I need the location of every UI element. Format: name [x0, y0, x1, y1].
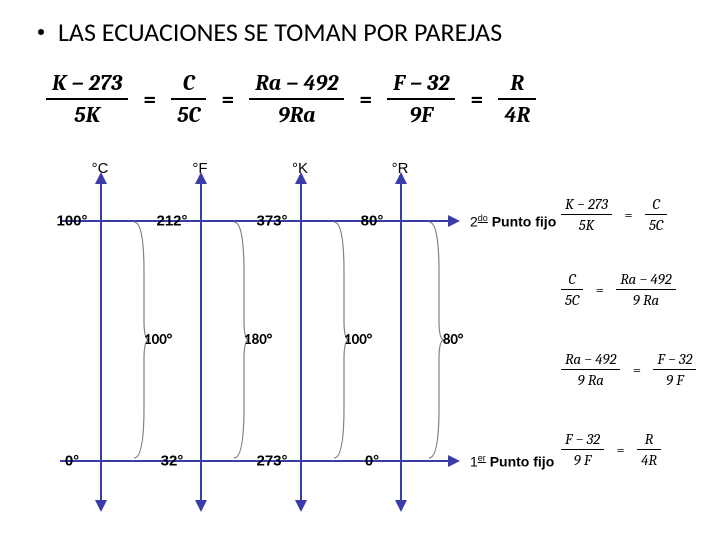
page-title: LAS ECUACIONES SE TOMAN POR PAREJAS — [38, 16, 502, 48]
title-text: LAS ECUACIONES SE TOMAN POR PAREJAS — [58, 16, 502, 48]
equals-3: = — [359, 86, 372, 112]
bottom-fixed-line — [60, 460, 450, 462]
pair-eq-1-equals: = — [596, 281, 604, 299]
thermometer-diagram: °C100°0°°F212°32°°K373°273°°R80°0° 100° … — [30, 160, 510, 530]
main-equation: K − 273 5K = C 5C = Ra − 492 9Ra = F − 3… — [40, 70, 542, 128]
pair-eq-1-rhs: Ra − 4929 Ra — [616, 270, 675, 309]
equals-2: = — [221, 86, 234, 112]
fraction-1: K − 273 5K — [46, 70, 128, 128]
interval-value-1: 180° — [244, 331, 272, 349]
bullet-icon — [38, 29, 44, 35]
pair-eq-3-equals: = — [616, 441, 624, 459]
pair-equation-3: F − 329 F = R4R — [555, 430, 667, 469]
bottom-value-2: 273° — [256, 453, 287, 470]
top-value-2: 373° — [256, 213, 287, 230]
scale-axis-1 — [200, 182, 202, 502]
top-fixed-line — [60, 220, 450, 222]
equals-1: = — [143, 86, 156, 112]
bottom-value-1: 32° — [161, 453, 184, 470]
top-value-3: 80° — [361, 213, 384, 230]
first-fixed-point-label: 1er Punto fijo — [470, 453, 554, 470]
scale-axis-0 — [100, 182, 102, 502]
fraction-3: Ra − 492 9Ra — [249, 70, 344, 128]
pair-eq-1-lhs: C5C — [561, 270, 583, 309]
pair-eq-0-lhs: K − 2735K — [561, 195, 612, 234]
pair-eq-3-lhs: F − 329 F — [561, 430, 604, 469]
pair-eq-2-lhs: Ra − 4929 Ra — [561, 350, 620, 389]
pair-eq-3-rhs: R4R — [637, 430, 661, 469]
pair-eq-2-equals: = — [633, 361, 641, 379]
scale-axis-2 — [300, 182, 302, 502]
interval-value-3: 80° — [443, 331, 463, 349]
pair-equation-0: K − 2735K = C5C — [555, 195, 673, 234]
pair-eq-0-rhs: C5C — [645, 195, 667, 234]
pair-eq-0-equals: = — [624, 206, 632, 224]
interval-value-0: 100° — [144, 331, 172, 349]
pair-equation-1: C5C = Ra − 4929 Ra — [555, 270, 682, 309]
fraction-4: F − 32 9F — [387, 70, 455, 128]
scale-axis-3 — [400, 182, 402, 502]
equals-4: = — [470, 86, 483, 112]
bottom-value-3: 0° — [365, 453, 379, 470]
pair-equation-2: Ra − 4929 Ra = F − 329 F — [555, 350, 702, 389]
fraction-2: C 5C — [171, 70, 206, 128]
top-value-1: 212° — [156, 213, 187, 230]
bottom-value-0: 0° — [65, 453, 79, 470]
fraction-5: R 4R — [498, 70, 536, 128]
interval-value-2: 100° — [344, 331, 372, 349]
second-fixed-point-label: 2do Punto fijo — [470, 213, 556, 230]
pair-eq-2-rhs: F − 329 F — [653, 350, 696, 389]
top-value-0: 100° — [56, 213, 87, 230]
